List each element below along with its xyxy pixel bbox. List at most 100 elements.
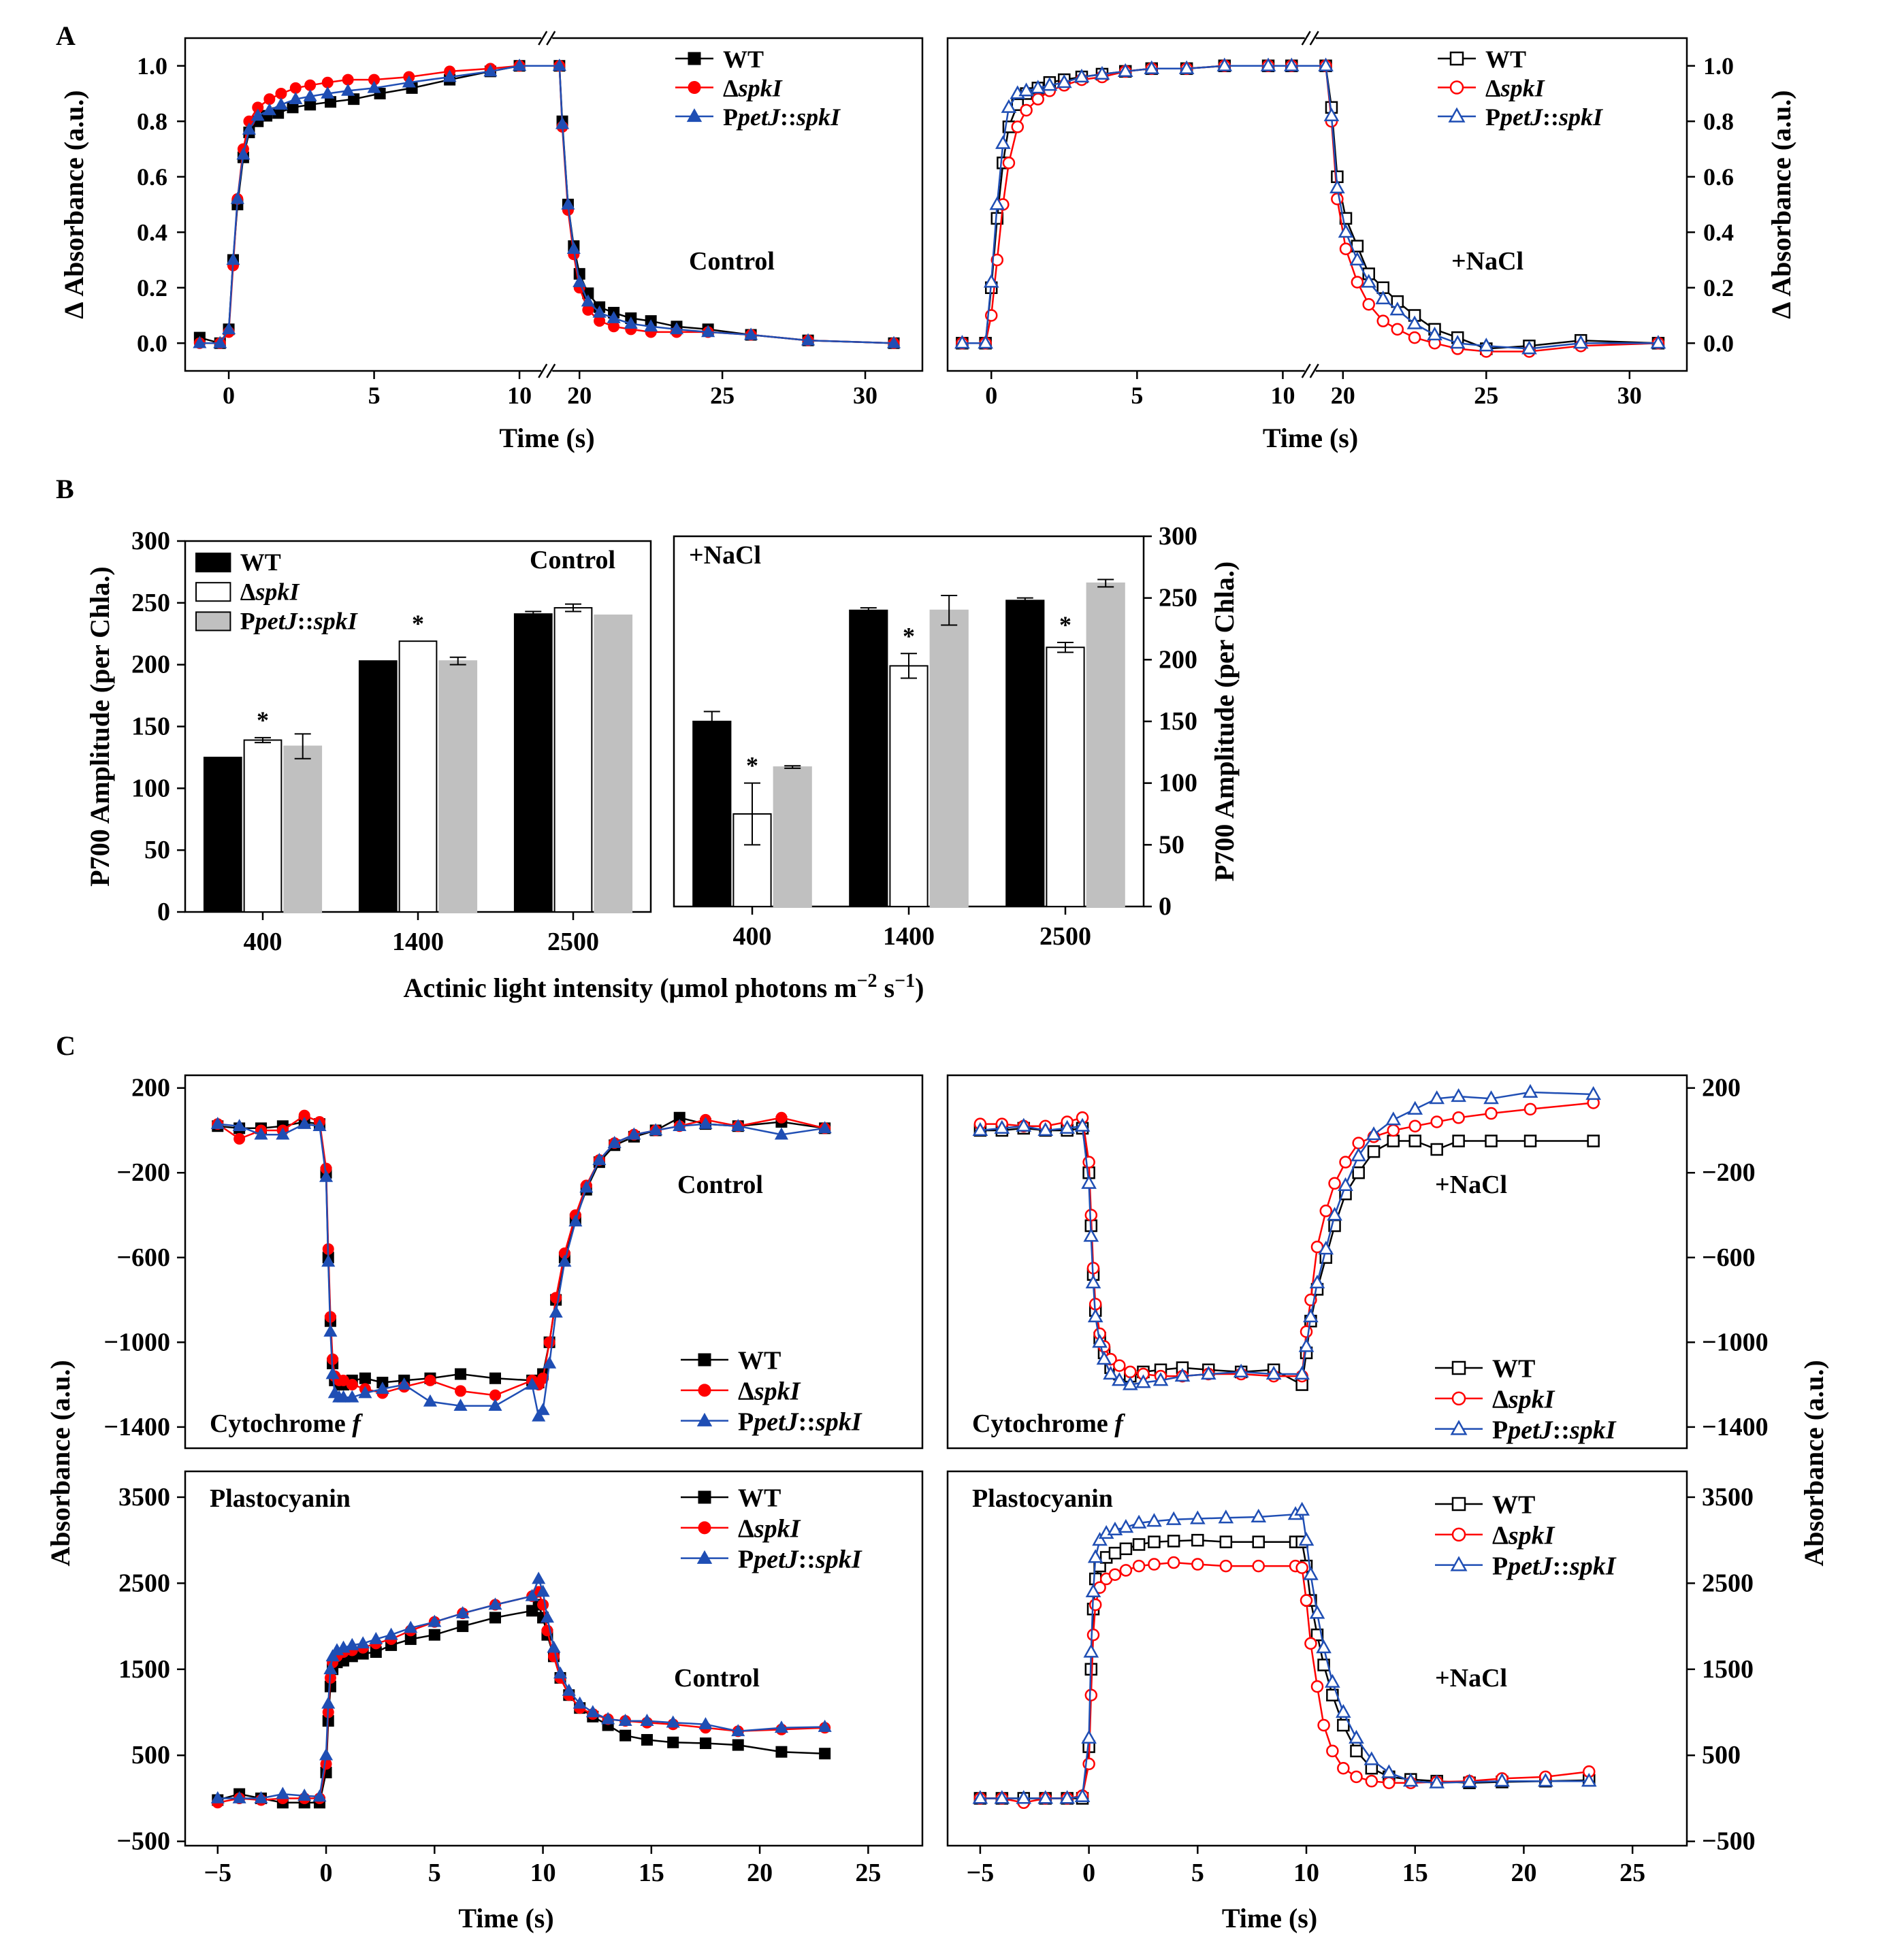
x-tick-label: 25	[1619, 1859, 1645, 1887]
axis-break-mark	[538, 363, 548, 378]
data-point-petJ	[1174, 1367, 1191, 1382]
y-tick-label: 1.0	[137, 52, 167, 80]
data-point-petJ	[1146, 1513, 1162, 1527]
data-point-petJ	[384, 1627, 398, 1640]
data-point-petJ	[375, 1382, 389, 1394]
data-point-spkI	[1350, 1770, 1363, 1784]
data-point-wt	[1352, 1166, 1365, 1179]
data-point-petJ	[886, 336, 901, 348]
bar-wt	[849, 609, 888, 907]
data-point-petJ	[276, 1786, 290, 1799]
data-point-petJ	[274, 97, 288, 110]
data-point-petJ	[1042, 77, 1058, 91]
x-tick-label: 0	[1082, 1859, 1095, 1887]
data-point-petJ	[1323, 107, 1340, 122]
x-tick-label: 0	[985, 382, 997, 409]
data-point-petJ	[1349, 251, 1366, 266]
data-point-petJ	[618, 1714, 632, 1726]
data-point-wt	[1132, 1538, 1146, 1551]
data-point-petJ	[1483, 1090, 1499, 1105]
data-point-spkI	[1310, 1680, 1324, 1693]
condition-annotation: Control	[674, 1664, 760, 1693]
data-point-petJ	[1335, 1703, 1351, 1718]
y-tick-label: −200	[116, 1158, 170, 1187]
y-tick-label: 250	[1159, 584, 1197, 612]
y-tick-label: −200	[1702, 1158, 1756, 1187]
data-point-petJ	[1406, 315, 1423, 329]
data-point-petJ	[1329, 179, 1345, 194]
y-tick-label: 250	[131, 589, 170, 617]
data-point-wt	[732, 1739, 744, 1751]
x-tick-label: 20	[1511, 1859, 1536, 1887]
legend-marker-wt	[698, 1490, 711, 1504]
data-point-petJ	[1449, 335, 1466, 349]
data-point-spkI	[304, 79, 317, 91]
data-point-petJ	[1298, 1531, 1315, 1546]
bar-wt	[358, 660, 398, 913]
data-point-wt	[1108, 1546, 1122, 1560]
x-tick-label: −5	[967, 1859, 995, 1887]
legend-separator: ::	[1543, 103, 1559, 131]
data-point-petJ	[356, 1636, 370, 1649]
data-point-spkI	[1020, 103, 1033, 117]
y-tick-label: −600	[116, 1243, 170, 1272]
legend-marker-spkI	[688, 80, 701, 94]
data-point-petJ	[585, 1705, 600, 1718]
y-tick-label: −1400	[103, 1413, 170, 1441]
data-point-petJ	[566, 242, 581, 254]
data-point-petJ	[455, 1605, 470, 1618]
condition-annotation: +NaCl	[1435, 1664, 1507, 1693]
data-point-petJ	[607, 310, 621, 323]
y-tick-label: 0.6	[137, 163, 167, 191]
legend-marker-wt	[688, 52, 701, 65]
data-point-spkI	[1252, 1559, 1265, 1573]
series-line-wt	[217, 1116, 825, 1386]
legend-marker-wt	[1449, 51, 1464, 66]
chart-c-pc-nacl: −500 500 1500 2500 3500 −5 0 5 10 15 20 25 Time (s) P…	[946, 1470, 1756, 1933]
legend-gene-name: spkI	[796, 103, 841, 131]
chart-b-control: 400 1400 2500 * * 0 50 100 150 200 250 300 P700 Ampl…	[84, 527, 924, 1003]
data-point-petJ	[1074, 1117, 1091, 1132]
x-tick-label: 25	[710, 382, 735, 409]
y-tick-label: −500	[116, 1827, 170, 1856]
y-tick-label: 0.6	[1703, 163, 1734, 191]
data-point-petJ	[1451, 1088, 1466, 1102]
y-tick-label: 0.8	[137, 108, 167, 135]
data-point-petJ	[210, 1116, 225, 1129]
y-tick-label: 150	[1159, 707, 1197, 736]
data-point-petJ	[1429, 1090, 1445, 1105]
y-tick-label: 100	[131, 774, 170, 802]
data-point-spkI	[1113, 1359, 1126, 1372]
significance-star: *	[746, 752, 758, 779]
plot-frame	[184, 1074, 924, 1450]
y-tick-label: 3500	[1702, 1483, 1754, 1512]
data-point-petJ	[1265, 1365, 1282, 1380]
data-point-petJ	[1085, 1274, 1101, 1289]
data-point-petJ	[1085, 1583, 1101, 1598]
y-tick-label: 300	[131, 527, 170, 555]
bar-wt	[513, 613, 553, 913]
data-point-petJ	[774, 1720, 789, 1733]
data-point-petJ	[319, 1748, 334, 1761]
legend-promoter-name: petJ	[752, 1407, 799, 1436]
y-tick-label: 50	[1159, 830, 1184, 859]
data-point-petJ	[1338, 224, 1354, 238]
data-point-spkI	[1383, 1776, 1396, 1789]
y-tick-label: 0	[1159, 892, 1172, 921]
data-point-petJ	[1103, 1365, 1118, 1380]
data-point-petJ	[397, 1377, 411, 1390]
category-label: 1400	[392, 928, 444, 956]
category-label: 400	[244, 928, 283, 956]
data-point-wt	[819, 1748, 831, 1760]
data-point-petJ	[297, 1116, 312, 1129]
data-point-spkI	[1326, 1744, 1339, 1758]
legend-swatch-petJ	[195, 611, 231, 632]
legend-promoter-name: petJ	[1506, 1416, 1553, 1444]
data-point-wt	[489, 1372, 501, 1384]
data-point-petJ	[1037, 1790, 1054, 1804]
condition-annotation: Control	[677, 1171, 763, 1199]
data-point-wt	[1350, 1744, 1363, 1758]
legend-label-wt: WT	[1492, 1355, 1535, 1384]
data-point-petJ	[1349, 1729, 1364, 1744]
legend-label-wt: WT	[1485, 46, 1526, 73]
